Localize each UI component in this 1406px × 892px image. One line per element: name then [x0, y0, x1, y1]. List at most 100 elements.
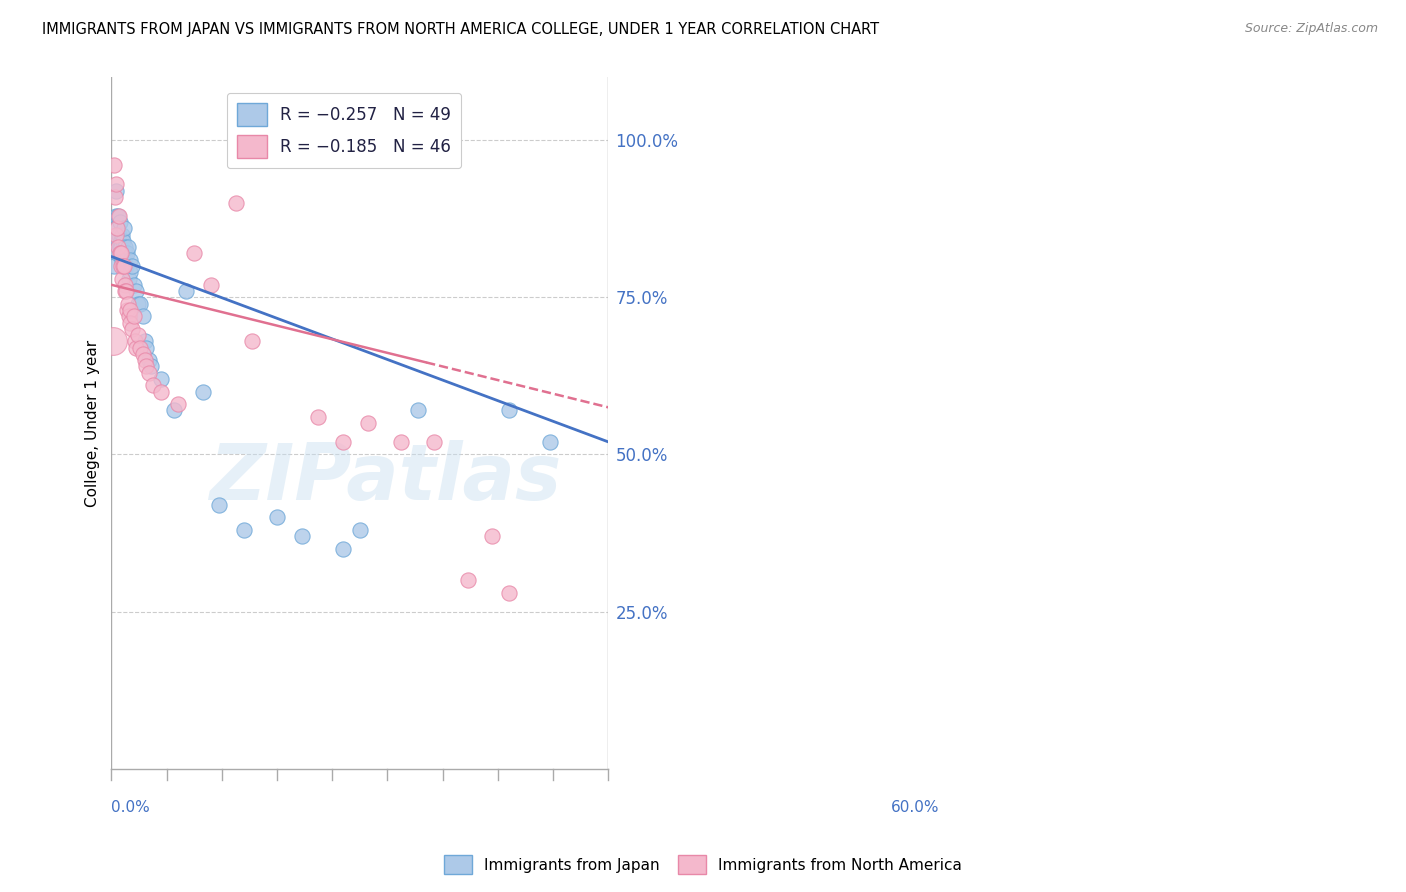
Text: 60.0%: 60.0% — [891, 800, 939, 814]
Point — [105, 178, 128, 192]
Point — [115, 259, 138, 273]
Point — [174, 284, 197, 298]
Point — [150, 384, 173, 399]
Point — [112, 221, 135, 235]
Point — [108, 215, 131, 229]
Point — [122, 277, 145, 292]
Point — [105, 221, 128, 235]
Point — [107, 234, 129, 248]
Point — [135, 341, 157, 355]
Legend: R = −0.257   N = 49, R = −0.185   N = 46: R = −0.257 N = 49, R = −0.185 N = 46 — [226, 93, 461, 169]
Point — [105, 246, 128, 260]
Point — [240, 334, 263, 349]
Point — [111, 259, 134, 273]
Point — [114, 240, 136, 254]
Point — [129, 296, 152, 310]
Point — [114, 284, 136, 298]
Point — [127, 328, 149, 343]
Point — [107, 209, 129, 223]
Point — [225, 196, 247, 211]
Point — [162, 403, 184, 417]
Point — [498, 403, 520, 417]
Point — [266, 510, 288, 524]
Point — [117, 296, 139, 310]
Point — [124, 334, 146, 349]
Point — [107, 240, 129, 254]
Point — [406, 403, 429, 417]
Point — [101, 334, 124, 349]
Point — [103, 259, 125, 273]
Point — [115, 246, 138, 260]
Point — [132, 310, 155, 324]
Point — [118, 302, 141, 317]
Point — [349, 523, 371, 537]
Y-axis label: College, Under 1 year: College, Under 1 year — [86, 340, 100, 507]
Point — [457, 573, 479, 587]
Point — [138, 366, 160, 380]
Point — [129, 341, 152, 355]
Point — [105, 221, 128, 235]
Point — [108, 227, 131, 242]
Point — [118, 252, 141, 267]
Point — [232, 523, 254, 537]
Point — [332, 541, 354, 556]
Point — [111, 234, 134, 248]
Point — [142, 378, 165, 392]
Point — [118, 271, 141, 285]
Point — [183, 246, 205, 260]
Point — [104, 234, 127, 248]
Point — [200, 277, 222, 292]
Point — [125, 341, 148, 355]
Point — [208, 498, 231, 512]
Text: ZIPatlas: ZIPatlas — [208, 441, 561, 516]
Point — [538, 434, 561, 449]
Point — [127, 296, 149, 310]
Point — [498, 585, 520, 599]
Point — [135, 359, 157, 374]
Point — [115, 302, 138, 317]
Point — [389, 434, 412, 449]
Point — [191, 384, 214, 399]
Point — [110, 259, 132, 273]
Point — [112, 252, 135, 267]
Point — [111, 271, 134, 285]
Point — [150, 372, 173, 386]
Point — [104, 190, 127, 204]
Point — [108, 240, 131, 254]
Point — [134, 353, 156, 368]
Text: IMMIGRANTS FROM JAPAN VS IMMIGRANTS FROM NORTH AMERICA COLLEGE, UNDER 1 YEAR COR: IMMIGRANTS FROM JAPAN VS IMMIGRANTS FROM… — [42, 22, 879, 37]
Point — [103, 158, 125, 172]
Point — [108, 246, 131, 260]
Point — [115, 284, 138, 298]
Point — [291, 529, 314, 543]
Point — [357, 416, 380, 430]
Point — [114, 277, 136, 292]
Point — [481, 529, 503, 543]
Point — [105, 184, 128, 198]
Point — [108, 209, 131, 223]
Point — [121, 259, 143, 273]
Point — [111, 252, 134, 267]
Point — [111, 227, 134, 242]
Point — [134, 334, 156, 349]
Point — [332, 434, 354, 449]
Point — [166, 397, 188, 411]
Point — [308, 409, 330, 424]
Point — [423, 434, 446, 449]
Legend: Immigrants from Japan, Immigrants from North America: Immigrants from Japan, Immigrants from N… — [439, 849, 967, 880]
Point — [122, 310, 145, 324]
Point — [112, 259, 135, 273]
Point — [118, 310, 141, 324]
Point — [110, 246, 132, 260]
Text: Source: ZipAtlas.com: Source: ZipAtlas.com — [1244, 22, 1378, 36]
Point — [132, 347, 155, 361]
Point — [125, 284, 148, 298]
Point — [114, 246, 136, 260]
Point — [138, 353, 160, 368]
Point — [120, 316, 142, 330]
Point — [110, 240, 132, 254]
Point — [121, 322, 143, 336]
Point — [104, 209, 127, 223]
Point — [141, 359, 163, 374]
Text: 0.0%: 0.0% — [111, 800, 150, 814]
